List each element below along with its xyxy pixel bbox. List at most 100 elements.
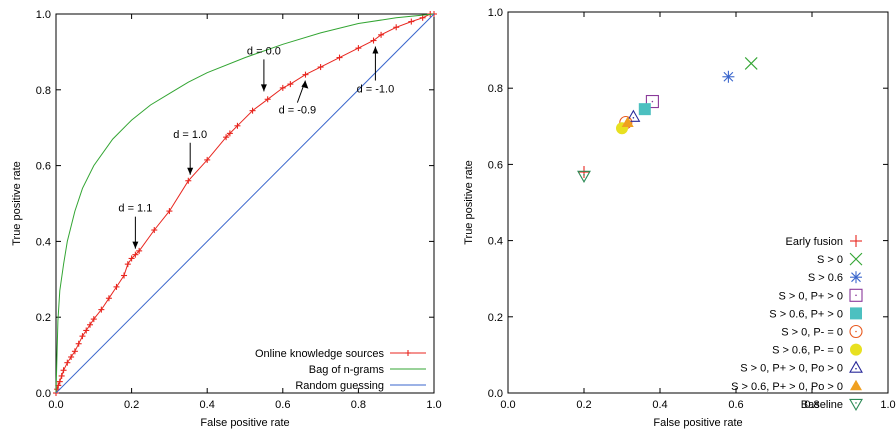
- right-legend-entry-2: S > 0.6: [808, 271, 862, 284]
- left-series-point: [79, 333, 86, 340]
- annotation-label: d = 1.0: [173, 129, 207, 141]
- right-legend-entry-8: S > 0.6, P+ > 0, Po > 0: [731, 379, 862, 393]
- legend-marker: [849, 398, 863, 412]
- right-x-tick-label: 0.8: [804, 399, 819, 411]
- left-series-point: [185, 177, 192, 184]
- left-series-point: [132, 251, 139, 258]
- left-series-point: [121, 272, 128, 279]
- left-x-tick-label: 1.0: [426, 399, 441, 411]
- legend-label: S > 0, P+ > 0: [778, 290, 843, 302]
- left-series-point: [279, 84, 286, 91]
- left-series-point: [378, 31, 385, 38]
- left-series-point: [98, 306, 105, 313]
- scatter-chart-right: 0.0 0.2 0.4 0.6 0.8 1.0 0.0 0.2 0.4 0.6 0.8 1.0 Fals…: [463, 7, 896, 429]
- left-y-tick-label: 0.2: [36, 312, 51, 324]
- right-legend-entry-9: Baseline: [801, 398, 863, 412]
- right-plot-frame: [507, 11, 889, 394]
- left-x-tick-label: 0.6: [275, 399, 290, 411]
- left-series-point: [166, 208, 173, 215]
- right-data-point-1: [744, 57, 758, 70]
- left-series-point: [105, 295, 112, 302]
- left-series-point: [124, 261, 131, 268]
- left-series-point: [264, 96, 271, 103]
- legend-marker: [850, 343, 862, 356]
- right-legend-entry-1: S > 0: [817, 252, 863, 266]
- left-annotation-0: d = 1.1: [118, 203, 152, 249]
- left-series-point: [75, 340, 82, 347]
- legend-label: S > 0.6, P+ > 0: [769, 308, 843, 320]
- right-y-tick-label: 0.2: [488, 312, 503, 324]
- left-series-point: [68, 353, 75, 360]
- left-series-line-1: [55, 13, 435, 394]
- right-data-point-4: [638, 103, 651, 116]
- legend-marker: [849, 288, 863, 302]
- left-annotation-4: d = -1.0: [357, 46, 394, 96]
- right-legend-entry-4: S > 0.6, P+ > 0: [769, 307, 862, 320]
- legend-label: Online knowledge sources: [255, 348, 385, 360]
- left-y-tick-label: 0.8: [36, 85, 51, 97]
- right-legend-entry-6: S > 0.6, P- = 0: [772, 343, 862, 357]
- right-data-point-9: [577, 170, 591, 183]
- left-legend-entry-1: Bag of n-grams: [309, 364, 426, 376]
- legend-label: Random guessing: [295, 380, 384, 392]
- left-y-tick-label: 0.0: [36, 388, 51, 400]
- left-series-point: [287, 81, 294, 88]
- annotation-label: d = 1.1: [118, 203, 152, 215]
- right-y-tick-label: 0.0: [488, 388, 503, 400]
- left-series-point: [56, 378, 63, 385]
- left-series-line-2: [55, 13, 435, 394]
- left-series-point: [355, 45, 362, 52]
- right-legend-entry-7: S > 0, P+ > 0, Po > 0: [740, 360, 863, 375]
- right-data-point-3: [645, 94, 659, 109]
- left-annotation-3: d = -0.9: [279, 80, 316, 117]
- left-y-tick-label: 1.0: [36, 9, 51, 21]
- left-series-point: [71, 348, 78, 355]
- right-data-point-7: [626, 109, 641, 122]
- left-x-tick-label: 0.0: [48, 399, 63, 411]
- right-x-tick-label: 0.6: [728, 399, 743, 411]
- left-x-axis-label: False positive rate: [200, 417, 289, 429]
- right-y-tick-label: 0.8: [488, 83, 503, 95]
- right-y-tick-label: 0.6: [488, 159, 503, 171]
- legend-marker: [850, 271, 862, 284]
- left-series-point: [113, 283, 120, 290]
- legend-marker: [850, 235, 862, 247]
- legend-marker: [849, 360, 863, 373]
- left-series-line-0: [55, 13, 434, 394]
- left-x-tick-label: 0.2: [124, 399, 139, 411]
- right-y-tick-label: 0.4: [488, 236, 503, 248]
- legend-label: S > 0: [817, 254, 843, 266]
- right-x-axis-label: False positive rate: [653, 417, 742, 429]
- left-series-point: [223, 134, 230, 141]
- annotation-arrow-head: [301, 80, 309, 89]
- left-series-point: [408, 18, 415, 25]
- legend-label: S > 0, P+ > 0, Po > 0: [740, 363, 843, 375]
- left-series-point: [83, 327, 90, 334]
- legend-label: S > 0, P- = 0: [781, 327, 843, 339]
- left-series-point: [64, 359, 71, 366]
- left-series-point: [336, 54, 343, 61]
- legend-marker: [850, 379, 862, 391]
- legend-label: S > 0.6, P+ > 0, Po > 0: [731, 381, 843, 393]
- right-data-point-0: [578, 166, 590, 179]
- legend-label: S > 0.6, P- = 0: [772, 345, 843, 357]
- annotation-label: d = 0.0: [247, 45, 281, 57]
- left-series-point: [60, 367, 67, 374]
- left-series-point: [317, 64, 324, 71]
- left-series-point: [136, 247, 143, 254]
- left-plot-frame: [55, 13, 435, 394]
- left-series-point: [90, 316, 97, 323]
- left-series-point: [234, 122, 241, 129]
- right-legend-entry-0: Early fusion: [786, 235, 862, 248]
- left-series-point: [58, 372, 65, 379]
- right-x-tick-label: 0.4: [652, 399, 667, 411]
- right-x-tick-label: 0.0: [500, 399, 515, 411]
- left-series-point: [226, 130, 233, 137]
- legend-label: Baseline: [801, 399, 843, 411]
- left-annotation-1: d = 1.0: [173, 129, 207, 175]
- left-annotation-2: d = 0.0: [247, 45, 281, 92]
- left-series-point: [419, 14, 426, 21]
- annotation-arrow-head: [260, 84, 267, 92]
- left-series-point: [393, 24, 400, 31]
